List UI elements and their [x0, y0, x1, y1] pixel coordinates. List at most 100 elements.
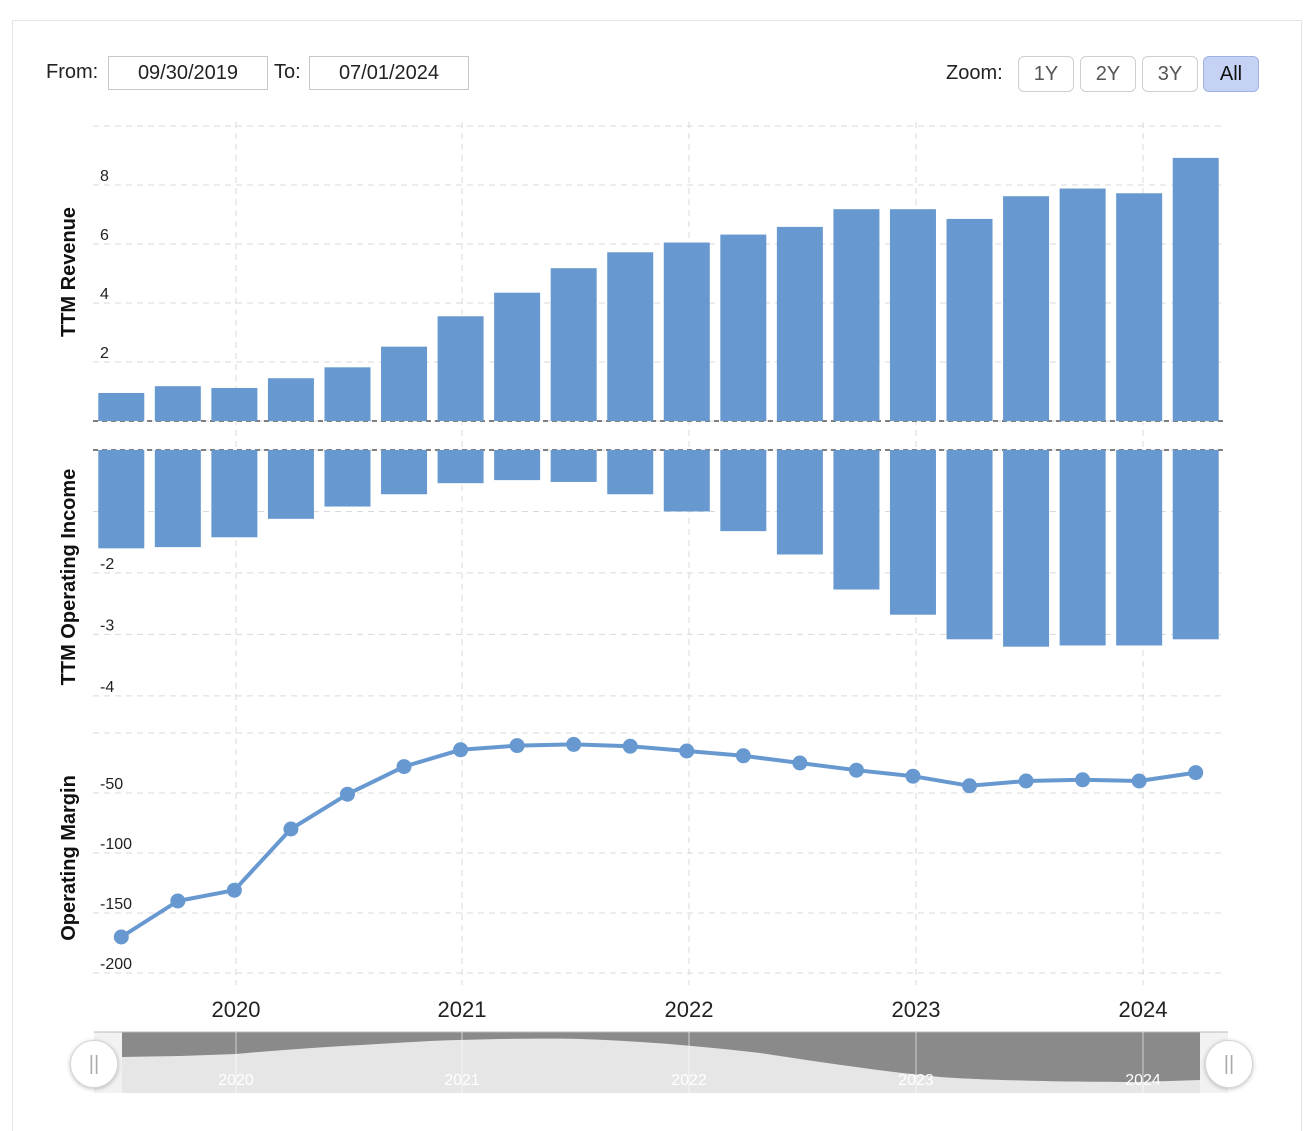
data-point — [1018, 773, 1034, 789]
zoom-2y-button[interactable]: 2Y — [1080, 56, 1136, 92]
bar — [720, 450, 767, 532]
from-label: From: — [46, 61, 99, 83]
navigator-left-handle[interactable]: || — [70, 1040, 118, 1088]
bar — [381, 346, 428, 421]
data-point — [792, 755, 808, 771]
data-point — [1188, 765, 1204, 781]
bar — [833, 450, 880, 590]
x-tick-label: 2023 — [892, 997, 941, 1022]
bar — [889, 450, 936, 615]
to-date-input[interactable]: 07/01/2024 — [309, 56, 469, 90]
bar — [98, 450, 145, 549]
data-point — [396, 759, 412, 775]
operating-margin-panel: -50 -100 -150 -200 — [100, 736, 1204, 973]
y-tick-label: -150 — [100, 896, 132, 913]
navigator-right-handle[interactable]: || — [1205, 1040, 1253, 1088]
operating-income-axis-title: TTM Operating Income — [58, 469, 80, 686]
data-point — [848, 762, 864, 778]
zoom-1y-button[interactable]: 1Y — [1018, 56, 1074, 92]
data-point — [113, 929, 129, 945]
y-tick-label: -3 — [100, 617, 114, 634]
bar — [1003, 450, 1050, 647]
bar — [1059, 450, 1106, 646]
data-point — [509, 738, 525, 754]
bar — [437, 316, 484, 421]
zoom-3y-button[interactable]: 3Y — [1142, 56, 1198, 92]
bar — [946, 218, 993, 421]
x-axis: 2020 2021 2022 2023 2024 — [212, 997, 1168, 1022]
y-tick-label: 2 — [100, 345, 109, 362]
data-point — [735, 748, 751, 764]
zoom-label: Zoom: — [946, 62, 1003, 84]
bar — [720, 234, 767, 421]
bar — [663, 242, 710, 421]
bar — [889, 209, 936, 421]
data-point — [905, 768, 921, 784]
x-tick-label: 2022 — [665, 997, 714, 1022]
y-tick-label: -100 — [100, 836, 132, 853]
data-point — [566, 736, 582, 752]
revenue-axis-title: TTM Revenue — [58, 207, 80, 337]
y-axis-titles: TTM Revenue TTM Operating Income Operati… — [58, 207, 80, 941]
data-point — [339, 786, 355, 802]
bar — [211, 387, 258, 421]
bar — [267, 378, 314, 421]
x-tick-label: 2024 — [1119, 997, 1168, 1022]
data-point — [226, 882, 242, 898]
bar — [267, 450, 314, 519]
bar — [1003, 196, 1050, 421]
bar — [98, 392, 145, 421]
bar — [1116, 193, 1163, 421]
bar — [1059, 188, 1106, 421]
navigator-year-label: 2021 — [444, 1072, 480, 1089]
chart-container — [12, 20, 1302, 1131]
y-tick-label: 4 — [100, 286, 109, 303]
data-point — [283, 821, 299, 837]
bar — [154, 450, 201, 548]
y-tick-label: 8 — [100, 168, 109, 185]
bar — [607, 252, 654, 421]
bar — [154, 386, 201, 421]
bar — [437, 450, 484, 484]
bar — [494, 292, 541, 421]
from-date-input[interactable]: 09/30/2019 — [108, 56, 268, 90]
navigator-series-area — [122, 1032, 1200, 1082]
bar — [607, 450, 654, 495]
margin-line — [120, 742, 1197, 939]
navigator-year-label: 2023 — [898, 1072, 934, 1089]
bar — [776, 226, 823, 421]
bar — [946, 450, 993, 640]
bar — [1172, 450, 1219, 640]
zoom-all-button[interactable]: All — [1203, 56, 1259, 92]
bar — [381, 450, 428, 495]
data-point — [962, 778, 978, 794]
y-tick-label: -4 — [100, 679, 114, 696]
navigator-year-label: 2022 — [671, 1072, 707, 1089]
y-tick-label: -2 — [100, 556, 114, 573]
operating-margin-axis-title: Operating Margin — [58, 775, 80, 941]
x-tick-label: 2021 — [438, 997, 487, 1022]
bar — [663, 450, 710, 512]
data-point — [622, 738, 638, 754]
bar — [324, 367, 371, 421]
y-tick-label: 6 — [100, 227, 109, 244]
data-point — [1131, 773, 1147, 789]
data-point — [679, 743, 695, 759]
bar — [550, 268, 597, 421]
navigator[interactable]: 2020 2021 2022 2023 2024 — [94, 1031, 1228, 1093]
y-tick-label: -200 — [100, 956, 132, 973]
x-tick-label: 2020 — [212, 997, 261, 1022]
data-point — [453, 742, 469, 758]
navigator-year-label: 2020 — [218, 1072, 254, 1089]
data-point — [1075, 772, 1091, 788]
revenue-panel: 02468 — [93, 157, 1224, 422]
bar — [211, 450, 258, 538]
bar — [1172, 157, 1219, 422]
navigator-year-label: 2024 — [1125, 1072, 1161, 1089]
operating-income-panel: -1-2-3-4 — [93, 449, 1224, 696]
grid-lines — [93, 122, 1224, 985]
bar — [1116, 450, 1163, 646]
bar — [324, 450, 371, 507]
y-tick-label: -50 — [100, 776, 123, 793]
